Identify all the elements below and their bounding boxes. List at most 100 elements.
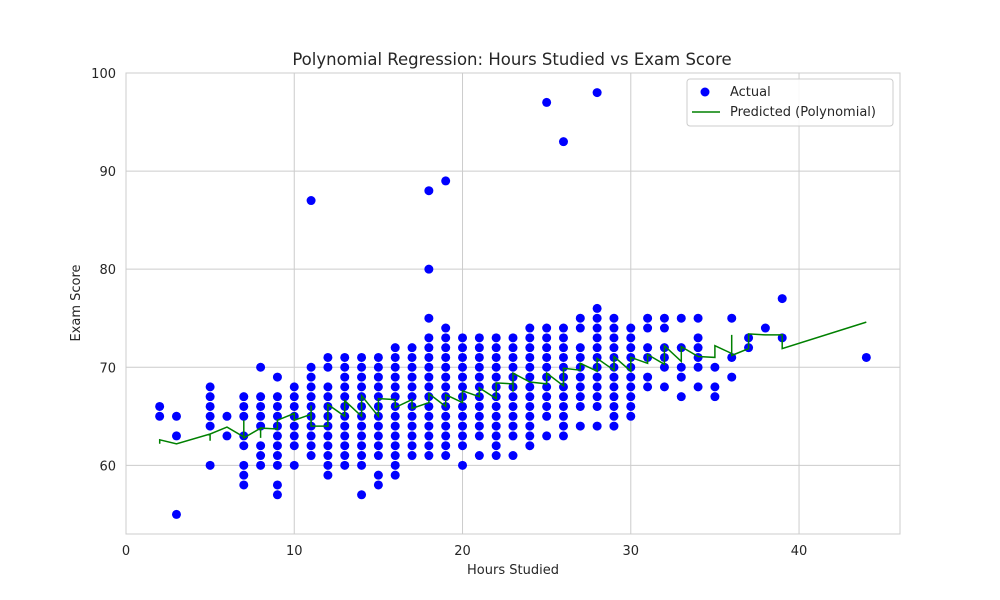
data-point: [256, 441, 266, 451]
data-point: [491, 362, 501, 372]
data-point: [575, 343, 585, 353]
data-point: [390, 411, 400, 421]
data-point: [441, 382, 451, 392]
data-point: [441, 323, 451, 333]
data-point: [390, 382, 400, 392]
data-point: [239, 480, 249, 490]
data-point: [643, 323, 653, 333]
data-point: [474, 451, 484, 461]
data-point: [575, 352, 585, 362]
data-point: [542, 362, 552, 372]
data-point: [323, 470, 333, 480]
data-point: [441, 352, 451, 362]
data-point: [525, 411, 535, 421]
data-point: [458, 352, 468, 362]
data-point: [407, 431, 417, 441]
data-point: [558, 352, 568, 362]
data-point: [306, 441, 316, 451]
data-point: [306, 196, 316, 206]
data-point: [643, 372, 653, 382]
data-point: [407, 392, 417, 402]
data-point: [525, 362, 535, 372]
data-point: [491, 333, 501, 343]
data-point: [693, 333, 703, 343]
data-point: [256, 392, 266, 402]
data-point: [525, 392, 535, 402]
data-point: [424, 352, 434, 362]
data-point: [306, 372, 316, 382]
data-point: [626, 343, 636, 353]
data-point: [424, 264, 434, 274]
data-point: [390, 362, 400, 372]
data-point: [424, 313, 434, 323]
data-point: [525, 323, 535, 333]
x-axis-label: Hours Studied: [467, 563, 559, 578]
data-point: [474, 421, 484, 431]
data-point: [222, 411, 232, 421]
data-point: [323, 382, 333, 392]
data-point: [323, 362, 333, 372]
data-point: [390, 431, 400, 441]
data-point: [306, 392, 316, 402]
data-point: [373, 352, 383, 362]
data-point: [458, 401, 468, 411]
y-tick-labels: 60 70 80 90 100: [91, 67, 116, 474]
data-point: [693, 362, 703, 372]
data-point: [609, 313, 619, 323]
data-point: [575, 382, 585, 392]
data-point: [340, 372, 350, 382]
y-tick-label: 90: [99, 165, 116, 180]
data-point: [609, 421, 619, 431]
data-point: [508, 392, 518, 402]
data-point: [609, 382, 619, 392]
data-point: [676, 313, 686, 323]
data-point: [474, 352, 484, 362]
data-point: [357, 431, 367, 441]
data-point: [323, 460, 333, 470]
data-point: [239, 460, 249, 470]
data-point: [592, 372, 602, 382]
data-point: [289, 421, 299, 431]
data-point: [525, 401, 535, 411]
data-point: [525, 352, 535, 362]
data-point: [458, 362, 468, 372]
data-point: [542, 401, 552, 411]
data-point: [407, 441, 417, 451]
data-point: [239, 411, 249, 421]
data-point: [491, 441, 501, 451]
data-point: [727, 372, 737, 382]
data-point: [289, 431, 299, 441]
data-point: [171, 431, 181, 441]
data-point: [491, 401, 501, 411]
data-point: [205, 401, 215, 411]
data-point: [558, 421, 568, 431]
legend-marker-actual: [700, 87, 710, 97]
data-point: [424, 186, 434, 196]
data-point: [373, 480, 383, 490]
data-point: [592, 323, 602, 333]
data-point: [390, 441, 400, 451]
data-point: [474, 343, 484, 353]
data-point: [441, 333, 451, 343]
data-point: [441, 441, 451, 451]
data-point: [272, 441, 282, 451]
data-point: [357, 490, 367, 500]
data-point: [424, 441, 434, 451]
data-point: [575, 392, 585, 402]
data-point: [626, 333, 636, 343]
data-point: [592, 382, 602, 392]
data-point: [171, 509, 181, 519]
data-point: [239, 441, 249, 451]
data-point: [558, 323, 568, 333]
data-point: [592, 401, 602, 411]
data-point: [458, 431, 468, 441]
data-point: [508, 421, 518, 431]
data-point: [575, 401, 585, 411]
data-point: [508, 352, 518, 362]
data-point: [458, 333, 468, 343]
data-point: [575, 323, 585, 333]
data-point: [609, 323, 619, 333]
x-tick-labels: 0 10 20 30 40: [122, 544, 807, 559]
data-point: [424, 401, 434, 411]
